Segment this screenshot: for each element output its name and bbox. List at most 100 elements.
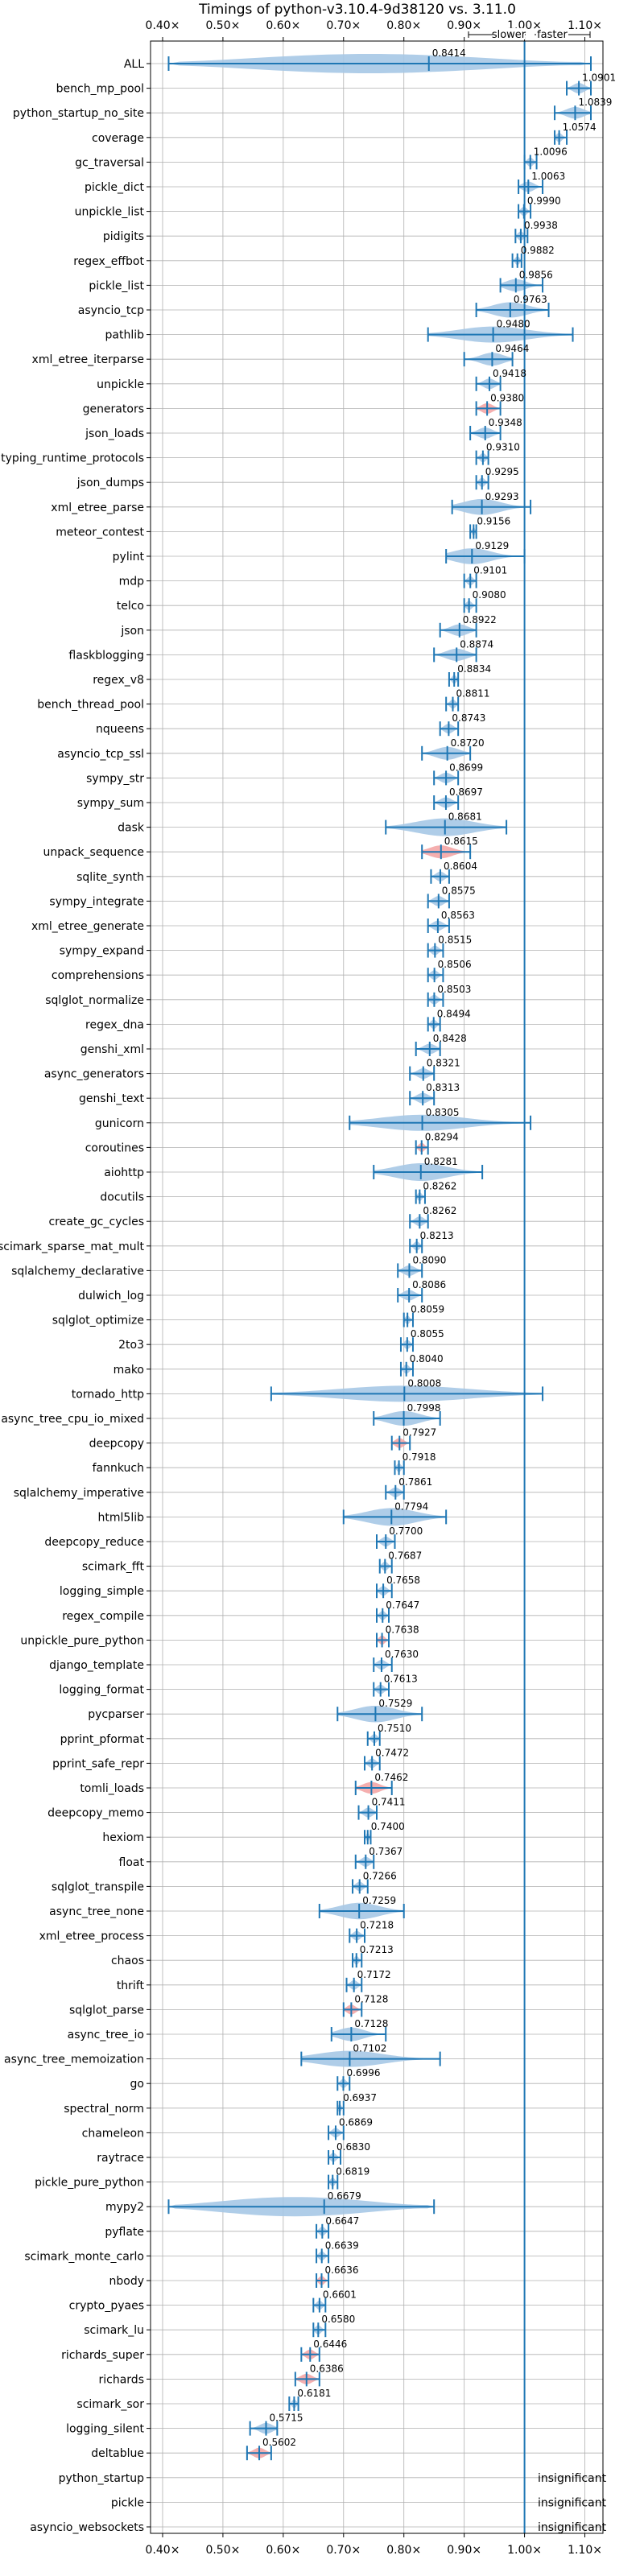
value-label: 0.7638 (386, 1624, 419, 1635)
y-tick-label: bench_thread_pool (37, 699, 144, 712)
x-tick-label-bottom: 0.90× (447, 2544, 481, 2557)
value-label: 0.7529 (378, 1698, 412, 1709)
value-label: 0.9310 (486, 442, 520, 453)
x-tick-label-bottom: 0.80× (386, 2544, 421, 2557)
y-tick-label: json (120, 625, 144, 638)
x-tick-labels-top: 0.40× 0.50× 0.60× 0.70× 0.80× 0.90× 1.00× 1.10× (146, 19, 602, 41)
y-tick-label: bench_mp_pool (56, 83, 144, 96)
value-label: 0.8428 (433, 1033, 467, 1044)
direction-label-bg-faster (536, 28, 568, 39)
y-tick-label: typing_runtime_protocols (1, 452, 144, 465)
value-label: 0.6679 (328, 2190, 361, 2202)
y-tick-label: coverage (92, 132, 144, 145)
value-label: 0.7411 (372, 1797, 406, 1808)
x-tick-label-bottom: 0.60× (266, 2544, 300, 2557)
slower-label: slower (492, 29, 526, 41)
y-tick-label: comprehensions (52, 969, 144, 982)
value-label: 0.7927 (402, 1427, 436, 1439)
value-label: 0.8575 (442, 885, 476, 896)
value-label: 0.7918 (402, 1451, 436, 1463)
x-tick-label-bottom: 1.10× (568, 2544, 602, 2557)
y-tick-label: sqlite_synth (76, 871, 144, 884)
x-tick-label-top: 0.90× (447, 19, 481, 32)
y-tick-label: gc_traversal (75, 156, 144, 169)
value-label: 0.8008 (407, 1377, 441, 1389)
value-label: 0.8811 (456, 688, 489, 700)
value-label: 0.9856 (519, 269, 553, 280)
value-label: 0.6636 (325, 2264, 359, 2276)
y-tick-label: float (119, 1856, 145, 1869)
y-tick-label: pickle_list (89, 279, 144, 292)
x-tick-label-top: 0.40× (146, 19, 180, 32)
y-tick-label: html5lib (98, 1511, 145, 1524)
value-label: 0.9156 (477, 515, 510, 526)
y-tick-label: unpickle_list (75, 206, 145, 219)
value-label: 0.6446 (313, 2339, 347, 2350)
y-tick-label: regex_dna (85, 1018, 144, 1031)
value-label: 0.7400 (371, 1821, 405, 1832)
y-tick-label: python_startup (59, 2472, 144, 2485)
y-tick-label: pylint (113, 551, 145, 564)
y-tick-label: async_tree_io (68, 2029, 144, 2041)
value-label: 0.7367 (369, 1846, 402, 1857)
y-tick-label: pathlib (105, 329, 145, 342)
value-label: 0.8720 (451, 737, 485, 749)
y-tick-label: scimark_lu (84, 2324, 144, 2337)
y-tick-label: logging_silent (66, 2423, 144, 2436)
x-tick-label-top: 1.10× (568, 19, 602, 32)
value-label: 0.6181 (297, 2388, 331, 2399)
value-label: 1.0096 (534, 146, 568, 157)
y-tick-label: pickle (111, 2496, 144, 2509)
y-tick-label: scimark_sparse_mat_mult (0, 1241, 145, 1253)
y-tick-label: coroutines (85, 1141, 144, 1154)
y-tick-label: meteor_contest (56, 526, 144, 539)
value-label: 0.8262 (423, 1181, 456, 1192)
faster-label: faster (537, 29, 568, 41)
value-label: 0.9293 (485, 491, 519, 502)
value-label: 0.8506 (438, 959, 472, 970)
y-tick-label: mako (114, 1364, 144, 1377)
value-label: 0.9129 (475, 540, 509, 551)
y-tick-label: generators (83, 402, 144, 415)
y-tick-label: async_tree_none (49, 1905, 144, 1918)
y-tick-label: go (130, 2078, 144, 2091)
y-tick-label: pidigits (103, 230, 144, 243)
value-label: 0.9295 (485, 466, 519, 477)
value-label: 0.8281 (424, 1156, 458, 1167)
value-label: 0.9101 (473, 565, 507, 576)
value-label: 0.8059 (411, 1304, 444, 1315)
y-tick-label: pycparser (88, 1708, 144, 1721)
y-tick-label: python_startup_no_site (13, 107, 144, 120)
value-label: 0.9464 (495, 343, 529, 354)
value-label: 0.7128 (354, 1993, 388, 2004)
value-label: 0.7259 (362, 1895, 396, 1906)
y-tick-label: aiohttp (104, 1166, 144, 1179)
value-label: 0.9763 (514, 294, 547, 305)
value-label: 0.8515 (438, 935, 472, 946)
grid-lines (151, 41, 603, 2533)
value-label: 0.8494 (437, 1008, 471, 1019)
y-tick-label: deltablue (91, 2447, 144, 2460)
y-tick-label: sympy_integrate (49, 895, 144, 908)
y-tick-label: deepcopy_memo (47, 1807, 144, 1820)
value-label: 1.0901 (582, 72, 616, 84)
value-label: 0.7647 (386, 1600, 419, 1611)
y-tick-label: mdp (119, 576, 145, 588)
y-tick-label: xml_etree_iterparse (32, 353, 144, 366)
y-tick-label: mypy2 (105, 2201, 144, 2214)
y-tick-label: nbody (109, 2275, 145, 2288)
y-tick-label: dask (118, 822, 145, 835)
x-tick-label-top: 0.50× (205, 19, 240, 32)
y-tick-label: sqlglot_parse (69, 2004, 144, 2017)
value-label: 0.5602 (262, 2437, 296, 2448)
value-label: 0.6819 (336, 2166, 369, 2178)
annotations: 0.8414 1.0901 1.0839 1.0574 1.0096 1.0063 0.99… (262, 47, 616, 2534)
y-tick-label: regex_v8 (93, 674, 144, 687)
value-label: 0.8262 (423, 1205, 456, 1216)
value-label: 1.0574 (563, 122, 597, 133)
y-tick-label: richards_super (61, 2349, 144, 2362)
value-label: 0.7613 (384, 1674, 418, 1685)
value-label: 0.9990 (527, 196, 561, 207)
value-label: 0.8699 (449, 762, 483, 773)
y-tick-label: thrift (117, 1979, 145, 1992)
